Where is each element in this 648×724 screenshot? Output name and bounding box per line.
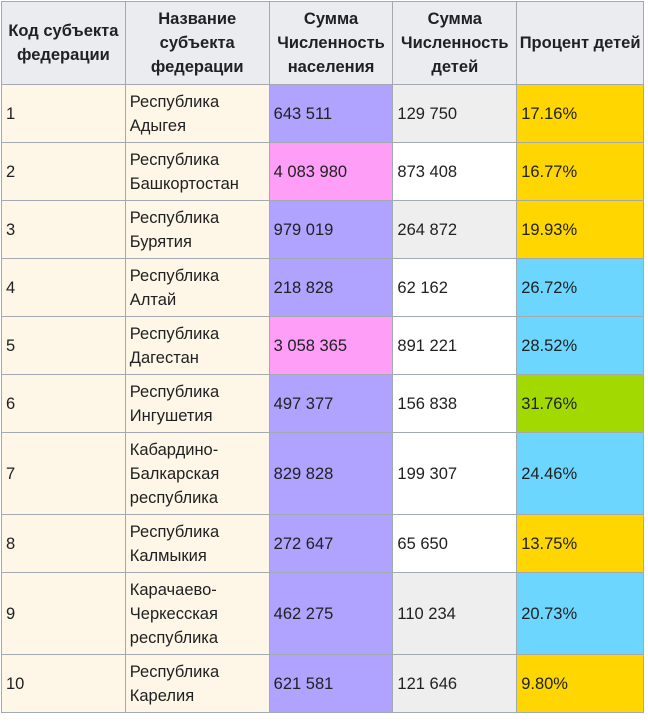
header-children: Сумма Численность детей [392,1,518,85]
cell-children: 264 872 [392,200,518,259]
cell-percent: 20.73% [516,572,644,655]
cell-children: 62 162 [392,258,518,317]
cell-percent: 9.80% [516,654,644,713]
cell-percent: 17.16% [516,84,644,143]
cell-name: Республика Дагестан [124,316,270,375]
table-row: 4 Республика Алтай 218 828 62 162 26.72% [1,258,644,317]
cell-percent: 16.77% [516,142,644,201]
cell-population: 497 377 [268,374,394,433]
cell-population: 272 647 [268,514,394,573]
cell-name: Республика Калмыкия [124,514,270,573]
header-percent: Процент детей [516,1,644,85]
cell-code: 4 [1,258,126,317]
cell-code: 3 [1,200,126,259]
table-row: 5 Республика Дагестан 3 058 365 891 221 28.5… [1,316,644,375]
cell-percent: 31.76% [516,374,644,433]
cell-population: 462 275 [268,572,394,655]
cell-children: 873 408 [392,142,518,201]
cell-children: 65 650 [392,514,518,573]
header-code: Код субъекта федерации [1,1,126,85]
regions-table: Код субъекта федерации Название субъекта… [1,1,644,713]
cell-percent: 26.72% [516,258,644,317]
table-row: 8 Республика Калмыкия 272 647 65 650 13.75% [1,514,644,573]
cell-children: 156 838 [392,374,518,433]
cell-code: 2 [1,142,126,201]
cell-code: 9 [1,572,126,655]
table-row: 7 Кабардино-Балкарская республика 829 828 1… [1,432,644,515]
header-name: Название субъекта федерации [124,1,270,85]
cell-population: 3 058 365 [268,316,394,375]
cell-children: 129 750 [392,84,518,143]
cell-name: Республика Карелия [124,654,270,713]
cell-population: 643 511 [268,84,394,143]
cell-name: Республика Башкортостан [124,142,270,201]
cell-population: 4 083 980 [268,142,394,201]
cell-name: Республика Бурятия [124,200,270,259]
cell-percent: 28.52% [516,316,644,375]
header-population: Сумма Численность населения [268,1,394,85]
table-row: 2 Республика Башкортостан 4 083 980 873 408… [1,142,644,201]
cell-percent: 24.46% [516,432,644,515]
cell-code: 7 [1,432,126,515]
cell-percent: 19.93% [516,200,644,259]
table-row: 3 Республика Бурятия 979 019 264 872 19.93% [1,200,644,259]
cell-children: 199 307 [392,432,518,515]
cell-name: Кабардино-Балкарская республика [124,432,270,515]
cell-code: 1 [1,84,126,143]
cell-population: 621 581 [268,654,394,713]
cell-children: 121 646 [392,654,518,713]
cell-code: 5 [1,316,126,375]
cell-population: 979 019 [268,200,394,259]
cell-percent: 13.75% [516,514,644,573]
cell-name: Республика Адыгея [124,84,270,143]
table-body: 1 Республика Адыгея 643 511 129 750 17.16% 2 Р… [1,84,644,713]
header-row: Код субъекта федерации Название субъекта… [1,1,644,85]
cell-population: 829 828 [268,432,394,515]
cell-name: Республика Ингушетия [124,374,270,433]
cell-name: Республика Алтай [124,258,270,317]
cell-population: 218 828 [268,258,394,317]
cell-children: 110 234 [392,572,518,655]
table-row: 9 Карачаево-Черкесская республика 462 275 1… [1,572,644,655]
table-header: Код субъекта федерации Название субъекта… [1,1,644,85]
table-row: 10 Республика Карелия 621 581 121 646 9.80% [1,654,644,713]
cell-code: 6 [1,374,126,433]
cell-children: 891 221 [392,316,518,375]
table-row: 1 Республика Адыгея 643 511 129 750 17.16% [1,84,644,143]
cell-name: Карачаево-Черкесская республика [124,572,270,655]
table-row: 6 Республика Ингушетия 497 377 156 838 31.76… [1,374,644,433]
cell-code: 10 [1,654,126,713]
cell-code: 8 [1,514,126,573]
